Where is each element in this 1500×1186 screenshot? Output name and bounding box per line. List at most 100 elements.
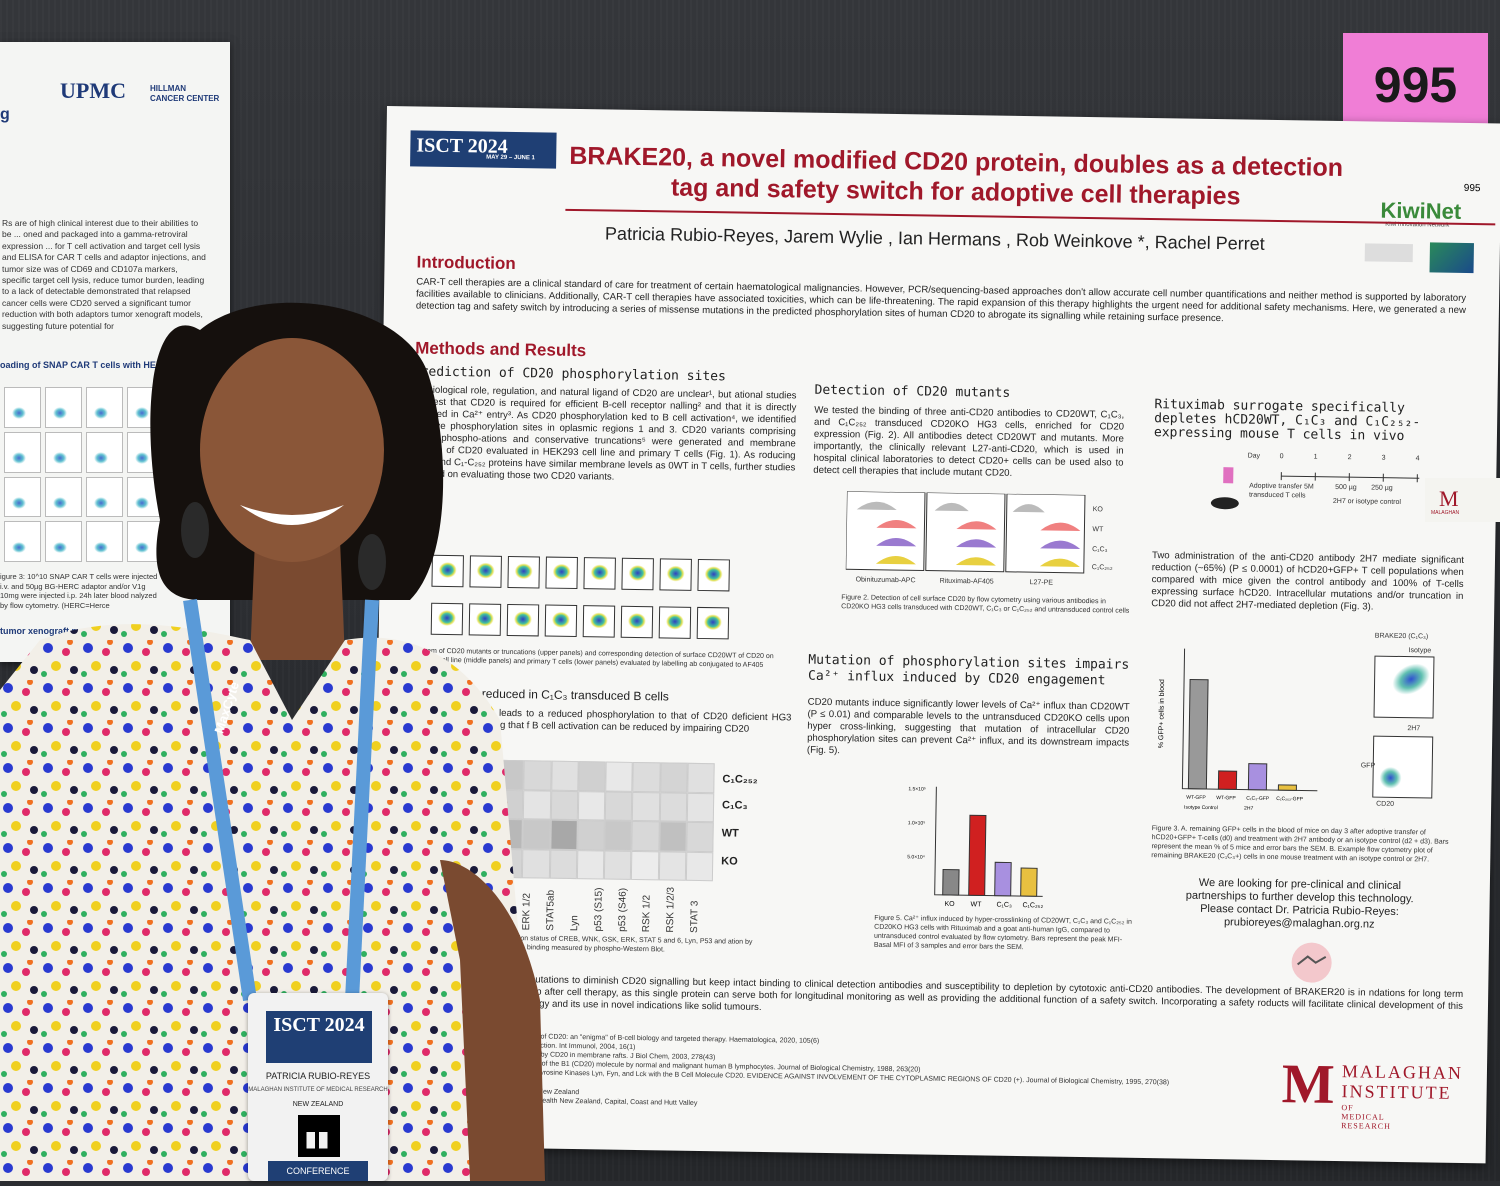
badge-institute: MALAGHAN INSTITUTE OF MEDICAL RESEARCH: [248, 1087, 388, 1093]
fig2-histograms: [846, 491, 1087, 577]
malaghan-m-mark: M: [1281, 1052, 1335, 1117]
heatmap-row-label: C₁C₂₅₂: [722, 773, 757, 786]
timeline: Day 0 1 2 3 4 Adoptive transfer 5M trans…: [1189, 451, 1440, 525]
fig3-bar: [1248, 764, 1266, 790]
fig3-x-label: C₁C₃-GFP: [1246, 796, 1270, 802]
fig2-row-label: C₁C₂₅₂: [1092, 563, 1113, 572]
timeline-day: 1: [1314, 453, 1318, 462]
col2-text: We tested the binding of three anti-CD20…: [813, 405, 1124, 482]
flow-plot-2h7: [1372, 736, 1433, 799]
fig2-row-label: C₁C₃: [1092, 545, 1107, 554]
col2-heading: Detection of CD20 mutants: [814, 383, 1010, 401]
heatmap-col-label: RSK 1/2: [642, 895, 652, 932]
fig3-flow-title: BRAKE20 (C₁C₃): [1375, 632, 1429, 642]
fig5-x-label: C₁C₃: [996, 902, 1012, 909]
timeline-day: 0: [1280, 452, 1284, 461]
poster-authors: Patricia Rubio-Reyes, Jarem Wylie , Ian …: [605, 223, 1265, 254]
badge-logo: ISCT 2024: [266, 1011, 372, 1063]
fig2-panel: [846, 491, 925, 570]
fig5-x-label: C₁C₂₅₂: [1022, 902, 1043, 909]
flow-plot-isotype: [1374, 656, 1435, 719]
handshake-svg: [1291, 942, 1332, 983]
heatmap-row-label: WT: [722, 827, 739, 839]
fig3-caption: Figure 3. A. remaining GFP+ cells in the…: [1151, 824, 1462, 865]
heatmap-col-label: p53 (S46): [618, 888, 628, 932]
fig5-y-tick: 5.0×10⁴: [907, 854, 925, 860]
badge-name: PATRICIA RUBIO-REYES: [248, 1071, 388, 1081]
fig2-caption: Figure 2. Detection of cell surface CD20…: [841, 593, 1131, 616]
fig3-flow-label: Isotype: [1409, 646, 1432, 655]
business-card: M MALAGHAN: [1425, 478, 1500, 522]
heatmap-col-label: Lyn: [570, 915, 579, 931]
fig3-flow-plots: BRAKE20 (C₁C₃) Isotype 2H7 CD20 GFP: [1366, 631, 1459, 812]
fig5-bar: [943, 869, 959, 895]
name-badge: ISCT 2024 PATRICIA RUBIO-REYES MALAGHAN …: [248, 993, 388, 1181]
fig3-svg: WT-GFP WT-GFP C₁C₃-GFP C₁C₂₅₂-GFP Isotype Co…: [1152, 638, 1325, 821]
fig2-svg: [846, 491, 1087, 577]
fig3-y-label: % GFP+ cells in blood: [1158, 679, 1166, 748]
timeline-note: 250 µg: [1371, 484, 1393, 493]
contact-box: We are looking for pre-clinical and clin…: [1164, 876, 1435, 932]
fig3-bar: [1278, 785, 1296, 790]
timeline-note: 500 µg: [1335, 483, 1357, 492]
card-m-mark: M: [1439, 486, 1459, 512]
timeline-day: 3: [1382, 454, 1386, 463]
kiwinet-logo-text: KiwiNet: [1380, 198, 1461, 224]
col3-text: Two administration of the anti-CD20 anti…: [1151, 550, 1464, 615]
fig5-caption: Figure 5. Ca²⁺ influx induced by hyper-c…: [874, 914, 1135, 954]
fig5-x-label: WT: [970, 901, 982, 908]
badge-footer: CONFERENCE: [268, 1161, 368, 1181]
heatmap-row-label: KO: [721, 855, 738, 867]
intro-text: CAR-T cell therapies are a clinical stan…: [416, 276, 1466, 328]
malaghan-text: INSTITUTE: [1341, 1081, 1451, 1104]
fig3-group-label: Isotype Control: [1184, 805, 1218, 812]
heatmap-col-label: p53 (S15): [594, 887, 604, 931]
fig2-panel: [926, 493, 1005, 572]
fig2-xlabel: Obinituzumab-APC: [856, 575, 916, 585]
timeline-note: 2H7 or isotype control: [1333, 497, 1401, 507]
fig2-xlabel: L27-PE: [1030, 578, 1053, 587]
fig2-row-label: WT: [1092, 525, 1103, 534]
fig3-flow-label: 2H7: [1407, 724, 1420, 733]
fig3-x-label: WT-GFP: [1216, 795, 1236, 801]
timeline-day: 4: [1416, 454, 1420, 463]
timeline-day: 2: [1348, 453, 1352, 462]
fig3-flow-axis: CD20: [1376, 800, 1394, 809]
person-presenter: MaxCyte ISCT 2024 PATRICIA RUBIO-REYES M…: [0, 0, 560, 1181]
fig3-x-label: WT-GFP: [1186, 795, 1206, 801]
fig5-bar: [1021, 868, 1037, 896]
fig2-panel: [1006, 494, 1085, 573]
heatmap-col-label: RSK 1/2/3: [666, 887, 676, 933]
badge-qr-code: [298, 1115, 340, 1157]
fig3-flow-axis: GFP: [1361, 761, 1376, 770]
fig5-x-label: KO: [944, 901, 955, 908]
fig5-bar: [969, 815, 986, 895]
poster-title: BRAKE20, a novel modified CD20 protein, …: [556, 141, 1357, 214]
col2-text2: CD20 mutants induce significantly lower …: [807, 697, 1130, 762]
fig3-bar: [1188, 679, 1208, 788]
kiwinet-logo: KiwiNet: [1380, 198, 1461, 225]
references: the function of CD20: an "enigma" of B-c…: [501, 1032, 1202, 1116]
card-text: MALAGHAN: [1431, 510, 1459, 516]
title-rule: [565, 209, 1495, 226]
fig2-row-label: KO: [1093, 505, 1103, 514]
fig3-chart: WT-GFP WT-GFP C₁C₃-GFP C₁C₂₅₂-GFP Isotype Co…: [1152, 638, 1325, 821]
fig3-x-label: C₁C₂₅₂-GFP: [1276, 796, 1304, 802]
fig5-bar: [995, 862, 1012, 896]
col3-heading: Rituximab surrogate specifically deplete…: [1154, 398, 1473, 445]
partner-logo: [1430, 242, 1474, 273]
fig3-group-label: 2H7: [1244, 806, 1253, 812]
timeline-day-label: Day: [1248, 452, 1261, 461]
badge-country: NEW ZEALAND: [248, 1101, 388, 1108]
fig5-y-tick: 1.5×10⁵: [908, 786, 926, 792]
col2-heading2: Mutation of phosphorylation sites impair…: [808, 653, 1138, 690]
heatmap-col-label: STAT 3: [690, 901, 700, 933]
fig2-xlabel: Rituximab-AF405: [940, 577, 994, 587]
fig3-bar: [1218, 771, 1236, 789]
government-logo: [1365, 243, 1413, 262]
malaghan-text: OF MEDICAL RESEARCH: [1341, 1103, 1391, 1131]
heatmap-row-label: C₁C₃: [722, 799, 748, 811]
timeline-note: Adoptive transfer 5M transduced T cells: [1249, 482, 1319, 501]
